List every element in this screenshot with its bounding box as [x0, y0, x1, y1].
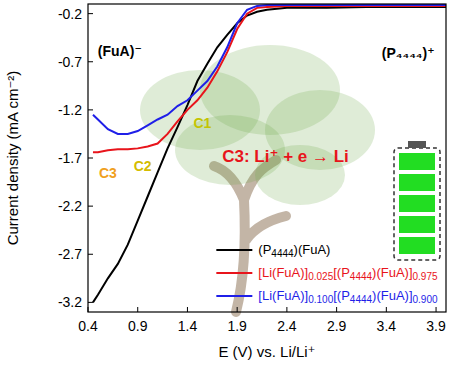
x-tick-label: 0.9: [128, 318, 148, 334]
y-tick-label: -1.2: [58, 102, 82, 118]
x-tick: [237, 307, 238, 312]
y-tick-label: -0.2: [58, 6, 82, 22]
annotation: C1: [193, 115, 211, 131]
legend-label: [Li(FuA)]0.100[(P4444)(FuA)]0.900: [258, 288, 438, 305]
x-tick-label: 2.4: [277, 318, 297, 334]
x-tick-label: 0.4: [78, 318, 98, 334]
y-tick-label: -0.7: [58, 54, 82, 70]
text-part: [Li(FuA)]: [258, 265, 308, 280]
lines: [93, 5, 446, 302]
text-part: [(P: [333, 288, 350, 303]
x-tick-label: 2.9: [327, 318, 347, 334]
text-part: 4444: [350, 294, 373, 305]
y-tick-label: -3.2: [58, 294, 82, 310]
series-line: [93, 6, 446, 152]
x-tick-label: 1.4: [178, 318, 198, 334]
legend-label: (P4444)(FuA): [258, 242, 330, 259]
text-part: 4444: [271, 248, 294, 259]
series-line: [93, 7, 446, 302]
battery-cap: [408, 141, 426, 148]
battery-body: [394, 148, 440, 260]
y-axis-title: Current density (mA cm⁻²): [4, 71, 21, 246]
text-part: [Li(FuA)]: [258, 288, 308, 303]
y-tick-label: -2.7: [58, 246, 82, 262]
text-part: 0.025: [308, 271, 333, 282]
y-tick: [88, 13, 93, 14]
series-line: [93, 5, 446, 134]
x-tick: [187, 307, 188, 312]
x-tick-label: 3.9: [426, 318, 446, 334]
decoration: [140, 45, 440, 312]
y-tick: [88, 206, 93, 207]
text-part: )(FuA): [294, 242, 331, 257]
text-part: 0.900: [413, 294, 438, 305]
x-axis-title: E (V) vs. Li/Li⁺: [218, 343, 315, 360]
battery-bar: [399, 174, 435, 191]
battery-bar: [399, 153, 435, 170]
text-part: 0.975: [413, 271, 438, 282]
y-tick: [88, 302, 93, 303]
text-part: (P: [258, 242, 271, 257]
y-tick: [88, 254, 93, 255]
annotation: C2: [134, 158, 152, 174]
y-tick: [88, 158, 93, 159]
text-part: [(P: [333, 265, 350, 280]
legend: (P4444)(FuA)[Li(FuA)]0.025[(P4444)(FuA)]…: [216, 242, 438, 305]
text-part: )(FuA)]: [372, 265, 412, 280]
annotation: C3: [99, 165, 117, 181]
text-part: 4444: [350, 271, 373, 282]
y-tick-label: -1.7: [58, 150, 82, 166]
legend-swatch: [216, 272, 252, 274]
x-tick: [88, 307, 89, 312]
legend-swatch: [216, 295, 252, 297]
legend-label: [Li(FuA)]0.025[(P4444)(FuA)]0.975: [258, 265, 438, 282]
x-tick-label: 1.9: [227, 318, 247, 334]
battery-bar: [399, 216, 435, 233]
x-tick: [336, 307, 337, 312]
page: {"chart_data": { "type": "line", "x_labe…: [0, 0, 458, 366]
text-part: )(FuA)]: [372, 288, 412, 303]
y-tick: [88, 109, 93, 110]
x-tick: [137, 307, 138, 312]
text-part: 0.100: [308, 294, 333, 305]
annotation: (P₄₄₄₄)⁺: [382, 45, 435, 61]
y-tick: [88, 61, 93, 62]
legend-swatch: [216, 249, 252, 251]
x-tick: [386, 307, 387, 312]
battery-bar: [399, 237, 435, 254]
x-tick: [286, 307, 287, 312]
chart: 0.4 0.9 1.4 1.9 2.4 2.9 3.4 3.9 -0.2 -0.7 -1.2 -1.7…: [0, 0, 458, 366]
annotation: C3: Li⁺ + e → Li: [222, 147, 349, 166]
y-tick-label: -2.2: [58, 198, 82, 214]
x-tick: [436, 307, 437, 312]
plot-frame: [88, 4, 446, 312]
annotation: (FuA)⁻: [98, 43, 142, 59]
battery-bar: [399, 195, 435, 212]
x-tick-label: 3.4: [377, 318, 397, 334]
